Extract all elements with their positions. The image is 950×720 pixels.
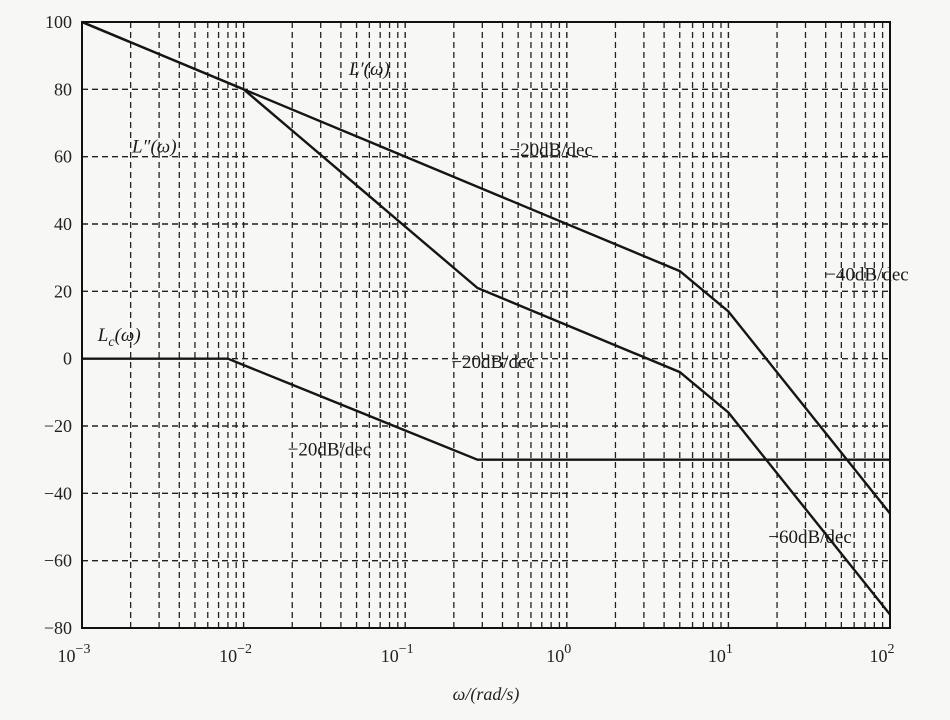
annotation-a_lp: L′(ω) (348, 59, 390, 80)
x-tick-label: 101 (708, 642, 733, 666)
series-line-1 (81, 20, 891, 515)
x-tick-label: 10−3 (58, 642, 91, 666)
y-tick-label: 20 (54, 281, 72, 301)
y-tick-label: −20 (44, 416, 72, 436)
annotation-a_lc: Lc(ω) (97, 325, 141, 350)
x-tick-label: 10−2 (219, 642, 252, 666)
x-axis-label: ω/(rad/s) (453, 684, 520, 705)
y-tick-label: 0 (63, 349, 72, 369)
x-tick-labels: 10−3 10−2 10−1 100 101 102 (58, 642, 895, 666)
annotation-a_s5: −60dB/dec (768, 527, 852, 548)
annotation-a_s4: −20dB/dec (288, 440, 372, 461)
annotation-a_s1: −20dB/dec (509, 140, 593, 161)
x-tick-label: 100 (546, 642, 571, 666)
y-tick-label: 40 (54, 214, 72, 234)
annotation-a_s3: −20dB/dec (451, 352, 535, 373)
annotation-a_lpp: L″(ω) (131, 137, 177, 158)
grid (82, 22, 890, 628)
y-tick-labels: 100 80 60 40 20 0 −20 −40 −60 −80 (44, 12, 72, 638)
curves (81, 20, 891, 616)
series-line-2 (81, 20, 891, 616)
series-line-3 (82, 357, 890, 461)
annotations: L′(ω) L″(ω) Lc(ω) −20dB/dec −40dB/dec −20dB/d… (97, 59, 909, 548)
y-tick-label: 80 (54, 79, 72, 99)
annotation-a_s2: −40dB/dec (825, 265, 909, 286)
x-tick-label: 10−1 (381, 642, 414, 666)
y-tick-label: −40 (44, 483, 72, 503)
y-tick-label: 60 (54, 147, 72, 167)
y-tick-label: −60 (44, 551, 72, 571)
plot-frame (81, 21, 891, 629)
x-tick-label: 102 (870, 642, 895, 666)
y-tick-label: −80 (44, 618, 72, 638)
y-tick-label: 100 (45, 12, 72, 32)
